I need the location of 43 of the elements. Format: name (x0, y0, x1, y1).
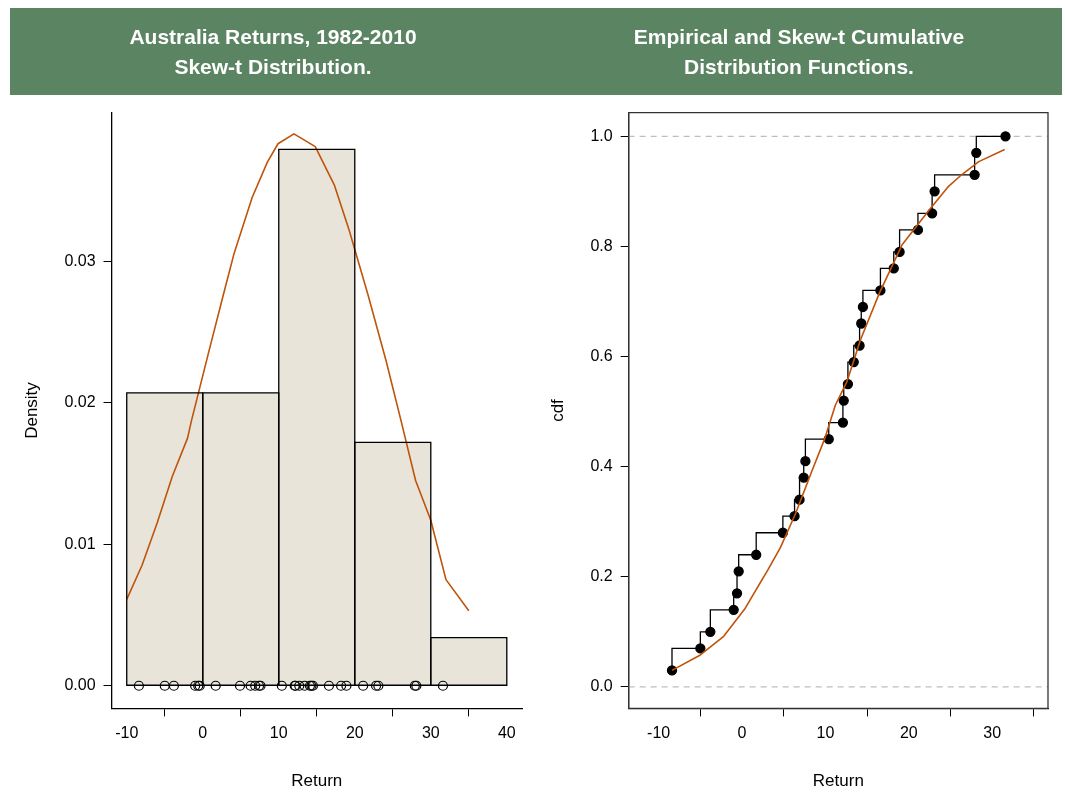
y-tick-label: 0.02 (64, 393, 96, 411)
y-tick-label: 1.0 (590, 126, 613, 144)
point (837, 417, 849, 428)
x-tick-label: 30 (421, 724, 440, 742)
point (731, 588, 743, 599)
y-tick-label: 0.2 (590, 567, 613, 585)
chart-title: Australia Returns, 1982-2010 Skew-t Distribution. (10, 8, 536, 95)
point (733, 566, 744, 577)
point (728, 604, 739, 615)
point (800, 456, 811, 467)
x-axis-title: Return (812, 771, 864, 791)
x-tick-label: 20 (899, 724, 918, 742)
x-tick-label: 0 (737, 724, 747, 742)
point (695, 643, 706, 654)
y-tick-label: 0.0 (590, 677, 613, 695)
point (857, 301, 869, 313)
chart-title: Empirical and Skew-t Cumulative Distribution Functions. (536, 8, 1062, 95)
x-tick-label: -10 (647, 724, 671, 742)
point (751, 549, 762, 560)
point (798, 472, 809, 483)
point (969, 169, 980, 180)
x-tick-label: 10 (269, 724, 288, 742)
x-tick-label: 40 (497, 724, 516, 742)
x-tick-label: -10 (115, 724, 139, 742)
point (705, 626, 716, 638)
point (929, 186, 940, 197)
y-tick-label: 0.00 (64, 676, 96, 694)
y-tick-label: 0.6 (590, 346, 613, 364)
x-tick-label: 0 (198, 724, 208, 742)
y-axis-title: cdf (547, 398, 567, 422)
point (856, 318, 867, 329)
x-tick-label: 10 (816, 724, 835, 742)
y-tick-label: 0.03 (64, 251, 96, 269)
x-tick-label: 30 (983, 724, 1002, 742)
point (971, 147, 982, 158)
y-tick-label: 0.4 (590, 457, 613, 475)
x-tick-label: 20 (345, 724, 364, 742)
y-tick-label: 0.01 (64, 534, 96, 552)
point (1000, 131, 1011, 142)
y-axis-title: Density (21, 381, 41, 439)
y-tick-label: 0.8 (590, 236, 613, 254)
point (838, 395, 849, 406)
x-axis-title: Return (291, 771, 343, 791)
